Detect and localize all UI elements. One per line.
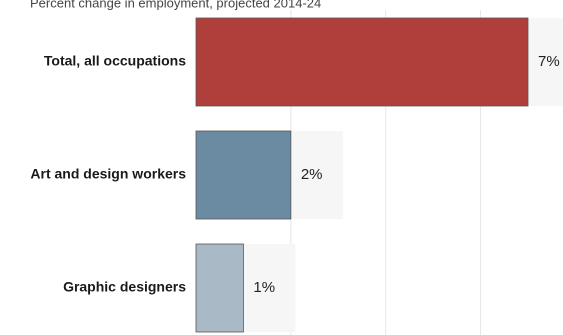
bar-shadows (243, 18, 563, 332)
labels: Total, all occupations 7% Art and design w… (30, 53, 559, 296)
bar-shadow (290, 131, 343, 219)
category-label: Graphic designers (63, 279, 186, 295)
value-label: 7% (538, 53, 560, 70)
value-label: 1% (253, 279, 275, 296)
chart-title: Percent change in employment, projected … (30, 0, 321, 10)
category-label: Total, all occupations (44, 53, 186, 69)
bar-shadow (243, 244, 296, 332)
value-label: 2% (301, 166, 323, 183)
bars (195, 17, 529, 333)
bar (195, 130, 292, 220)
category-label: Art and design workers (30, 166, 186, 182)
bar-shadow (528, 18, 563, 106)
bar (195, 17, 529, 107)
bar (195, 243, 244, 333)
